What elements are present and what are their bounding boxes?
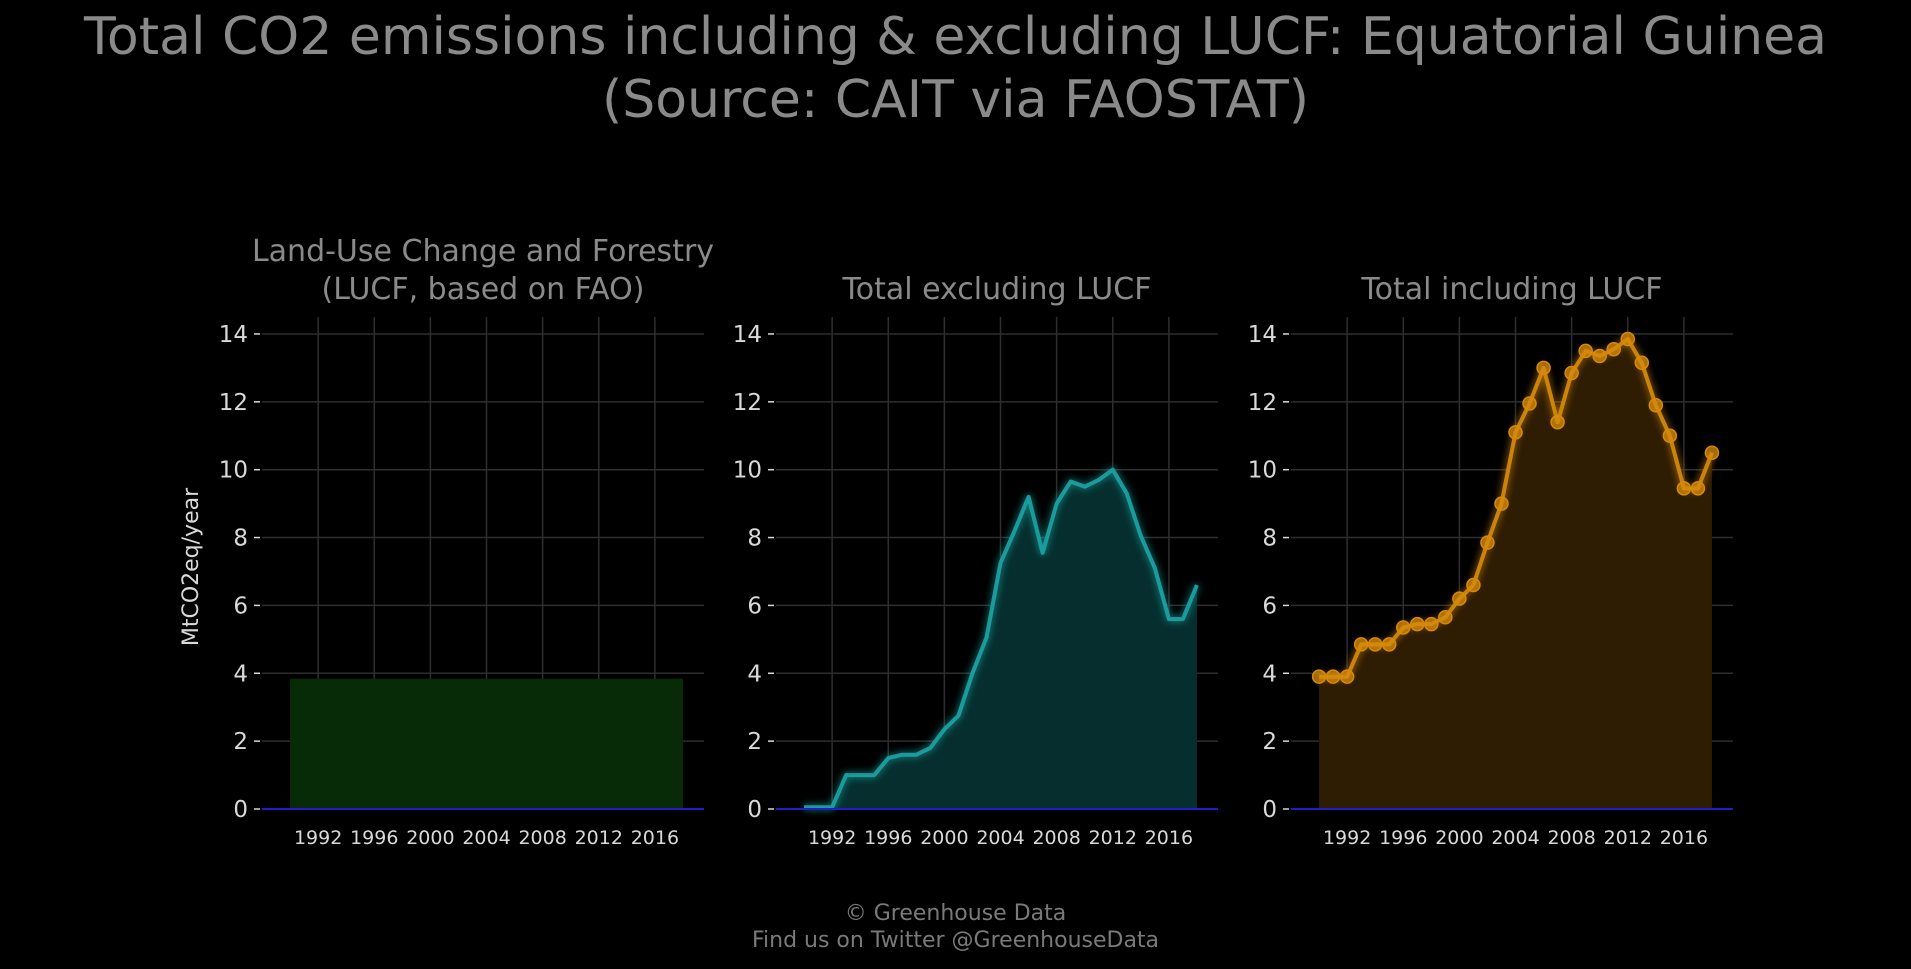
y-tick-label: 10 (1248, 458, 1277, 484)
panel-title-excl: Total excluding LUCF (842, 272, 1152, 307)
x-tick-label: 2016 (631, 827, 679, 849)
data-point (1536, 360, 1551, 376)
series-area-incl (1319, 339, 1712, 809)
x-tick-label: 1996 (1379, 827, 1427, 849)
x-tick-label: 2008 (518, 827, 566, 849)
y-tick-label: 2 (233, 729, 248, 755)
y-tick-label: 12 (219, 390, 248, 416)
series-area-lucf (290, 678, 683, 809)
y-tick-label: 4 (1262, 661, 1277, 687)
data-point (1508, 425, 1523, 440)
x-tick-label: 2004 (1491, 827, 1539, 849)
footer-twitter: Find us on Twitter @GreenhouseData (751, 928, 1160, 953)
data-point (1634, 355, 1650, 371)
data-point (1620, 331, 1636, 347)
footer: © Greenhouse Data Find us on Twitter @Gr… (0, 900, 1911, 954)
x-tick-label: 2004 (976, 827, 1024, 849)
y-axis-label: MtCO2eq/year (179, 487, 204, 646)
data-point (1339, 669, 1355, 684)
x-tick-label: 2012 (575, 827, 623, 849)
data-point (1396, 620, 1411, 635)
data-point (1550, 414, 1565, 430)
data-point (1438, 610, 1453, 625)
x-tick-label: 2008 (1547, 827, 1595, 849)
data-point (1704, 445, 1720, 460)
panel-title-lucf: (LUCF, based on FAO) (322, 272, 645, 307)
data-point (1662, 428, 1678, 444)
data-point (1606, 341, 1621, 357)
data-point (1578, 343, 1593, 359)
y-tick-label: 0 (1262, 797, 1277, 823)
x-tick-label: 1992 (1323, 827, 1371, 849)
data-point (1325, 669, 1341, 684)
data-point (1353, 637, 1369, 652)
y-tick-label: 0 (233, 797, 248, 823)
y-tick-label: 8 (233, 526, 248, 552)
x-tick-label: 2016 (1660, 827, 1708, 849)
y-tick-label: 2 (747, 729, 762, 755)
data-point (1522, 396, 1537, 411)
x-tick-label: 2000 (920, 827, 968, 849)
y-tick-label: 12 (1248, 390, 1277, 416)
data-point (1311, 669, 1327, 684)
y-tick-label: 6 (747, 593, 762, 619)
x-tick-label: 2000 (1435, 827, 1483, 849)
y-tick-label: 8 (1262, 526, 1277, 552)
footer-copyright: © Greenhouse Data (844, 901, 1067, 926)
data-point (1690, 481, 1706, 496)
y-tick-label: 6 (233, 593, 248, 619)
data-point (1494, 496, 1509, 511)
y-tick-label: 10 (733, 458, 762, 484)
data-point (1592, 348, 1607, 364)
x-tick-label: 2004 (462, 827, 510, 849)
y-tick-label: 2 (1262, 729, 1277, 755)
data-point (1676, 481, 1692, 496)
x-tick-label: 2008 (1032, 827, 1080, 849)
y-tick-label: 8 (747, 526, 762, 552)
y-tick-label: 14 (219, 322, 248, 348)
y-tick-label: 14 (733, 322, 762, 348)
x-tick-label: 2016 (1145, 827, 1193, 849)
x-tick-label: 2000 (406, 827, 454, 849)
x-tick-label: 1996 (350, 827, 398, 849)
data-point (1564, 365, 1579, 381)
chart-title-line1: Total CO2 emissions including & excludin… (84, 7, 1827, 67)
data-point (1410, 616, 1425, 632)
x-tick-label: 1996 (864, 827, 912, 849)
data-point (1381, 637, 1397, 652)
data-point (1424, 616, 1439, 632)
chart-title-line2: (Source: CAIT via FAOSTAT) (601, 70, 1310, 130)
panel-title-incl: Total including LUCF (1360, 272, 1662, 307)
x-tick-label: 1992 (808, 827, 856, 849)
panel-title-lucf: Land-Use Change and Forestry (252, 234, 714, 269)
y-tick-label: 6 (1262, 593, 1277, 619)
y-tick-label: 12 (733, 390, 762, 416)
y-tick-label: 14 (1248, 322, 1277, 348)
series-line-excl (804, 467, 1199, 810)
data-point (1466, 577, 1481, 593)
y-tick-label: 4 (233, 661, 248, 687)
x-tick-label: 1992 (294, 827, 342, 849)
chart-title: Total CO2 emissions including & excludin… (0, 6, 1911, 132)
y-tick-label: 4 (747, 661, 762, 687)
series-area-excl (804, 469, 1197, 809)
y-tick-label: 0 (747, 797, 762, 823)
data-point (1452, 591, 1467, 606)
y-tick-label: 10 (219, 458, 248, 484)
x-tick-label: 2012 (1604, 827, 1652, 849)
data-point (1367, 637, 1383, 652)
x-tick-label: 2012 (1089, 827, 1137, 849)
data-point (1648, 397, 1664, 413)
data-point (1480, 535, 1495, 550)
